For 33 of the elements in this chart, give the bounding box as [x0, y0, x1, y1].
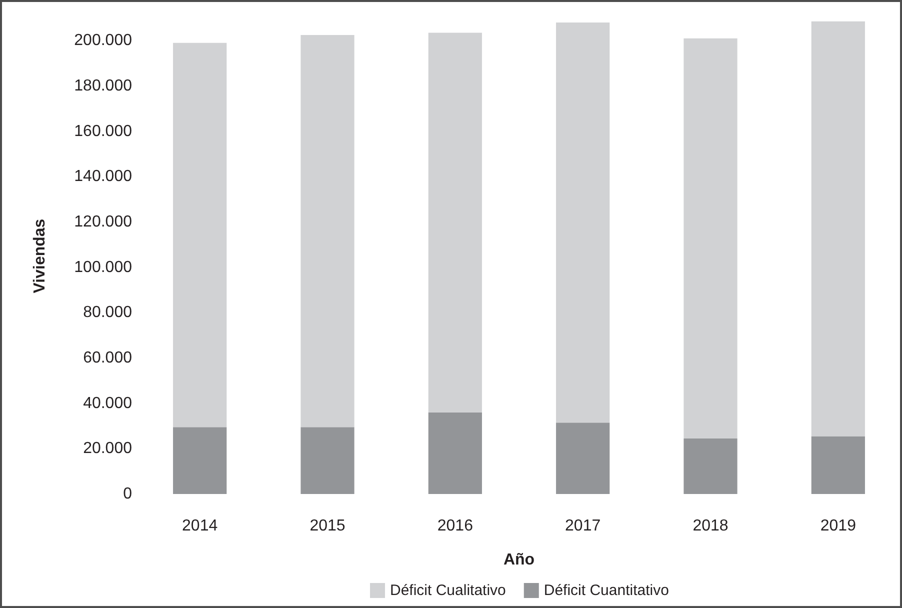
bar — [811, 21, 865, 436]
y-tick-label: 80.000 — [83, 304, 132, 322]
bar — [684, 38, 738, 438]
y-tick-label: 0 — [123, 486, 132, 502]
bar — [428, 32, 482, 412]
bar — [173, 427, 227, 494]
x-axis-title: Año — [503, 552, 535, 568]
x-tick-label: 2017 — [565, 518, 601, 534]
legend-label: Déficit Cuantitativo — [544, 582, 669, 599]
y-tick-label: 140.000 — [74, 168, 132, 186]
x-tick-label: 2014 — [182, 518, 218, 534]
bar — [811, 436, 865, 494]
bar — [556, 422, 610, 494]
x-tick-label: 2019 — [820, 518, 856, 534]
y-tick-label: 40.000 — [83, 394, 132, 412]
bar — [684, 438, 738, 494]
x-tick-label: 2015 — [310, 518, 346, 534]
x-tick-label: 2018 — [692, 518, 728, 534]
y-tick-label: 60.000 — [83, 350, 132, 366]
y-tick-label: 120.000 — [74, 214, 132, 230]
bar — [300, 427, 354, 494]
y-tick-label: 160.000 — [74, 122, 132, 140]
y-axis-title: Viviendas — [32, 218, 48, 294]
bar — [173, 42, 227, 428]
y-tick-label: 200.000 — [74, 32, 132, 50]
x-tick-label: 2016 — [437, 518, 474, 534]
y-tick-label: 20.000 — [83, 440, 132, 458]
bar — [428, 412, 482, 494]
y-tick-label: 180.000 — [74, 78, 132, 94]
bar — [556, 22, 610, 423]
y-tick-label: 100.000 — [74, 258, 132, 276]
legend-label: Déficit Cualitativo — [390, 582, 506, 599]
bar — [300, 35, 354, 428]
